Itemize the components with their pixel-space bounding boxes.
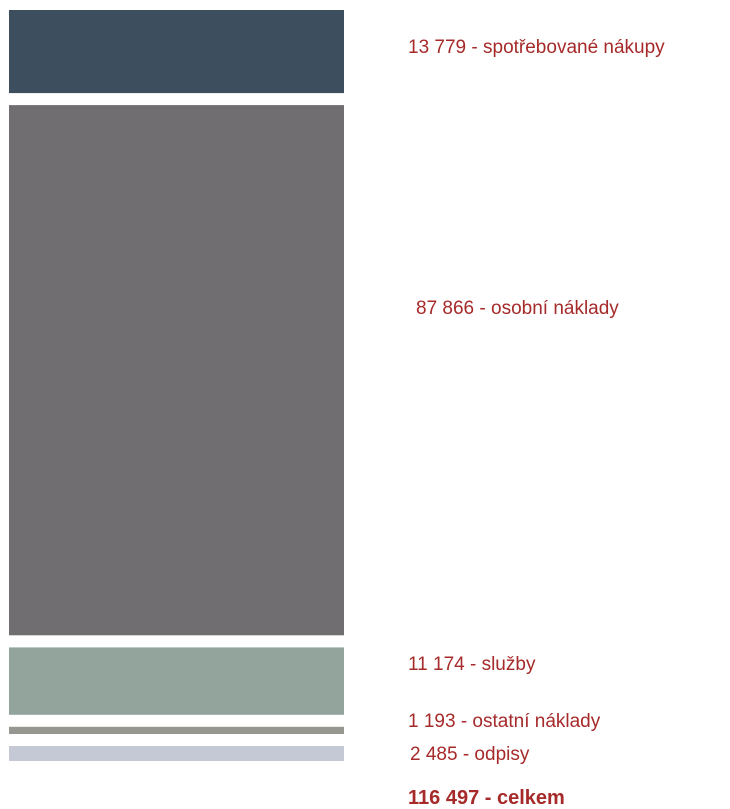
bar-ostatni-naklady (9, 726, 344, 734)
label-spotrebovane-nakupy: 13 779 - spotřebované nákupy (408, 37, 665, 58)
label-celkem: 116 497 - celkem (408, 787, 565, 809)
bar-odpisy (9, 746, 344, 761)
label-ostatni-naklady: 1 193 - ostatní náklady (408, 711, 601, 732)
bar-spotrebovane-nakupy (9, 10, 344, 94)
label-sluzby: 11 174 - služby (408, 654, 536, 675)
label-odpisy: 2 485 - odpisy (410, 744, 530, 765)
bar-osobni-naklady (9, 105, 344, 636)
bar-sluzby (9, 647, 344, 715)
label-osobni-naklady: 87 866 - osobní náklady (416, 298, 619, 319)
